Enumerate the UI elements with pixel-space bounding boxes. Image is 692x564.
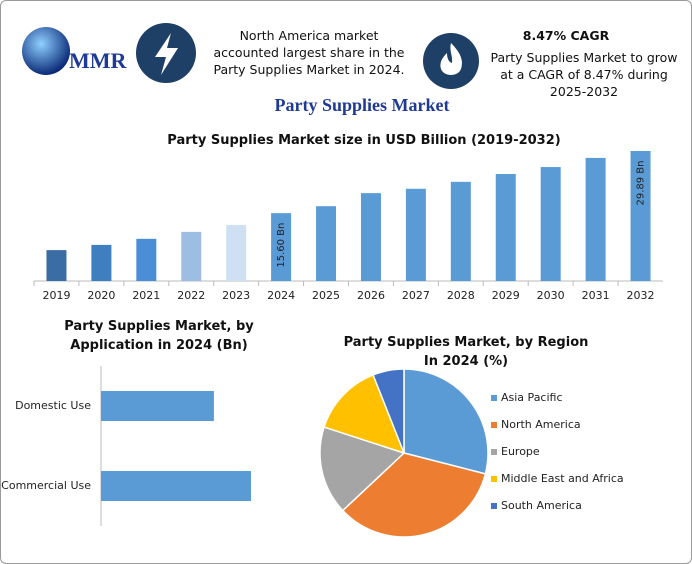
info-right: Party Supplies Market to grow at a CAGR …: [490, 50, 678, 99]
bar: [495, 174, 516, 281]
bar: [405, 188, 426, 281]
pie-slice: [403, 368, 489, 475]
main-title: Party Supplies Market: [274, 95, 450, 115]
x-tick-label: 2026: [357, 289, 385, 302]
x-tick-label: 2027: [402, 289, 430, 302]
x-tick-label: 2023: [222, 289, 250, 302]
legend-swatch: [491, 449, 497, 455]
bar: [316, 206, 337, 281]
legend-swatch: [491, 422, 497, 428]
chart-title: Party Supplies Market size in USD Billio…: [167, 133, 561, 148]
y-tick-label: Domestic Use: [15, 399, 91, 412]
legend-label: Europe: [501, 445, 540, 458]
x-tick-label: 2021: [132, 289, 160, 302]
legend-label: South America: [501, 499, 582, 512]
x-tick-label: 2032: [627, 289, 655, 302]
pie-slice: [323, 373, 406, 455]
bar: [101, 391, 214, 421]
y-tick-label: Commercial Use: [1, 479, 91, 492]
legend-label: Asia Pacific: [501, 391, 563, 404]
bar: [101, 471, 251, 501]
bar: [46, 250, 67, 281]
pie-slice: [319, 426, 406, 512]
x-tick-label: 2025: [312, 289, 340, 302]
logo-text: MMR: [69, 48, 128, 73]
chart-title: Party Supplies Market, by Region In 2024…: [343, 335, 589, 369]
legend-swatch: [491, 503, 497, 509]
info-left: North America market accounted largest s…: [213, 28, 405, 77]
logo-globe: [22, 27, 70, 75]
bar: [360, 193, 381, 281]
bar: [226, 224, 247, 281]
bar: [271, 213, 292, 281]
legend-label: North America: [501, 418, 581, 431]
bar: [540, 167, 561, 281]
value-label: 29.89 Bn: [636, 160, 647, 205]
x-tick-label: 2029: [492, 289, 520, 302]
bar: [91, 244, 112, 281]
x-tick-label: 2019: [42, 289, 70, 302]
icon-flame: [423, 33, 479, 89]
bolt-shape: [155, 33, 178, 75]
x-tick-label: 2024: [267, 289, 295, 302]
flame-shape: [440, 43, 462, 75]
x-tick-label: 2031: [582, 289, 610, 302]
x-tick-label: 2030: [537, 289, 565, 302]
bar: [181, 231, 202, 281]
legend-swatch: [491, 395, 497, 401]
pie-slice: [341, 452, 487, 538]
bar: [136, 238, 157, 281]
legend-swatch: [491, 476, 497, 482]
x-tick-label: 2028: [447, 289, 475, 302]
pie-slice: [372, 368, 405, 454]
bar: [450, 181, 471, 281]
x-tick-label: 2020: [87, 289, 115, 302]
bar: [630, 151, 651, 281]
info-right-title: 8.47% CAGR: [522, 28, 610, 43]
bar: [585, 157, 606, 281]
chart-title: Party Supplies Market, by Application in…: [64, 319, 254, 353]
legend-label: Middle East and Africa: [501, 472, 624, 485]
value-label: 15.60 Bn: [276, 223, 287, 268]
x-tick-label: 2022: [177, 289, 205, 302]
